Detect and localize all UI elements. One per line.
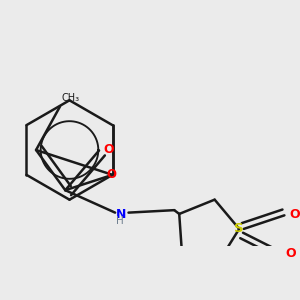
Text: N: N [116,208,127,221]
Text: O: O [285,247,296,260]
Text: S: S [234,222,244,236]
Text: H: H [116,216,124,226]
Text: O: O [289,208,300,221]
Text: CH₃: CH₃ [62,93,80,103]
Text: O: O [103,143,114,156]
Text: O: O [106,168,116,181]
